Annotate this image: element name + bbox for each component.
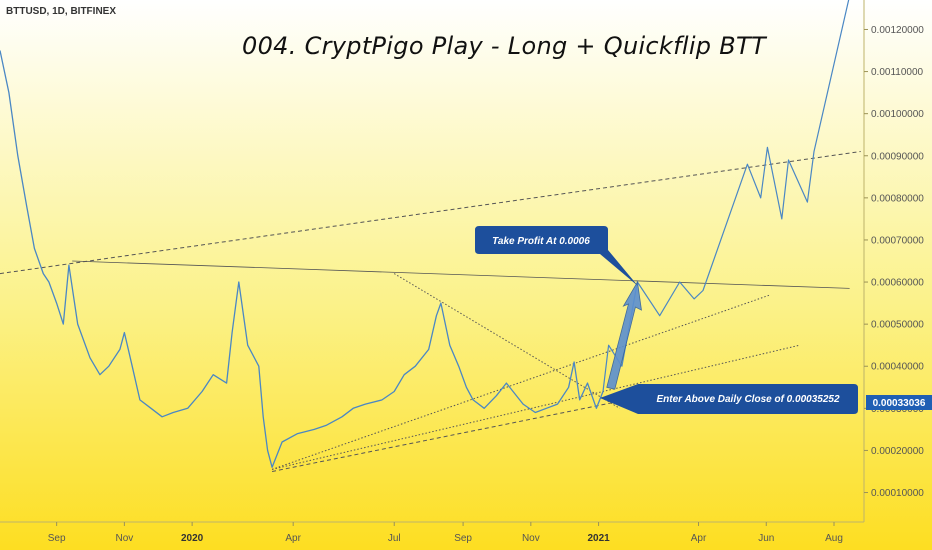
entry-callout-shape [600,384,858,414]
trendline-6 [272,399,627,472]
trendline-5 [271,344,800,470]
y-tick-label: 0.00050000 [871,320,924,331]
y-tick-label: 0.00110000 [871,67,924,78]
chart-title: 004. CryptPigo Play - Long + Quickflip B… [242,32,766,60]
trendline-layer [0,151,861,472]
x-tick-label: 2021 [587,533,610,544]
y-tick-label: 0.00010000 [871,488,924,499]
entry-label: Enter Above Daily Close of 0.00035252 [656,394,839,405]
x-tick-label: 2020 [181,533,204,544]
y-tick-label: 0.00100000 [871,109,924,120]
arrow-layer [606,280,642,390]
x-tick-label: Nov [522,533,540,544]
x-tick-label: Sep [454,533,472,544]
price-history-line [0,50,604,468]
trendline-1 [0,151,861,275]
x-tick-label: Sep [48,533,66,544]
y-tick-label: 0.00090000 [871,151,924,162]
x-axis-ticks: Sep Nov 2020 Apr Jul Sep Nov 2021 Apr Jun Aug [48,522,843,544]
callout-layer: Take Profit At 0.0006 Enter Above Daily … [475,226,858,414]
price-layer [0,50,604,468]
axis-layer [0,0,865,523]
y-tick-label: 0.00040000 [871,362,924,373]
x-tick-label: Jul [388,533,401,544]
x-tick-label: Apr [285,533,301,544]
take-profit-label: Take Profit At 0.0006 [492,236,590,247]
current-price-value: 0.00033036 [873,398,926,409]
symbol-label: BTTUSD, 1D, BITFINEX [6,6,117,17]
take-profit-callout-shape [475,226,638,286]
current-price-badge-bg [866,395,932,410]
x-tick-label: Apr [691,533,707,544]
current-price-badge: 0.00033036 [866,395,932,410]
y-tick-label: 0.00060000 [871,278,924,289]
x-tick-label: Aug [825,533,843,544]
y-axis-ticks: 0.000100000.000200000.000300000.00040000… [864,25,924,499]
trendline-2 [72,260,850,289]
upward-projection-arrow [606,280,642,390]
y-tick-label: 0.00120000 [871,25,924,36]
x-tick-label: Jun [758,533,774,544]
x-tick-label: Nov [115,533,133,544]
y-tick-label: 0.00020000 [871,446,924,457]
y-tick-label: 0.00070000 [871,235,924,246]
y-tick-label: 0.00080000 [871,193,924,204]
trendline-4 [271,294,771,470]
